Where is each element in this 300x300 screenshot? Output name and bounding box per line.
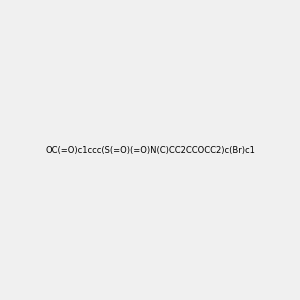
Text: OC(=O)c1ccc(S(=O)(=O)N(C)CC2CCOCC2)c(Br)c1: OC(=O)c1ccc(S(=O)(=O)N(C)CC2CCOCC2)c(Br)… [45,146,255,154]
